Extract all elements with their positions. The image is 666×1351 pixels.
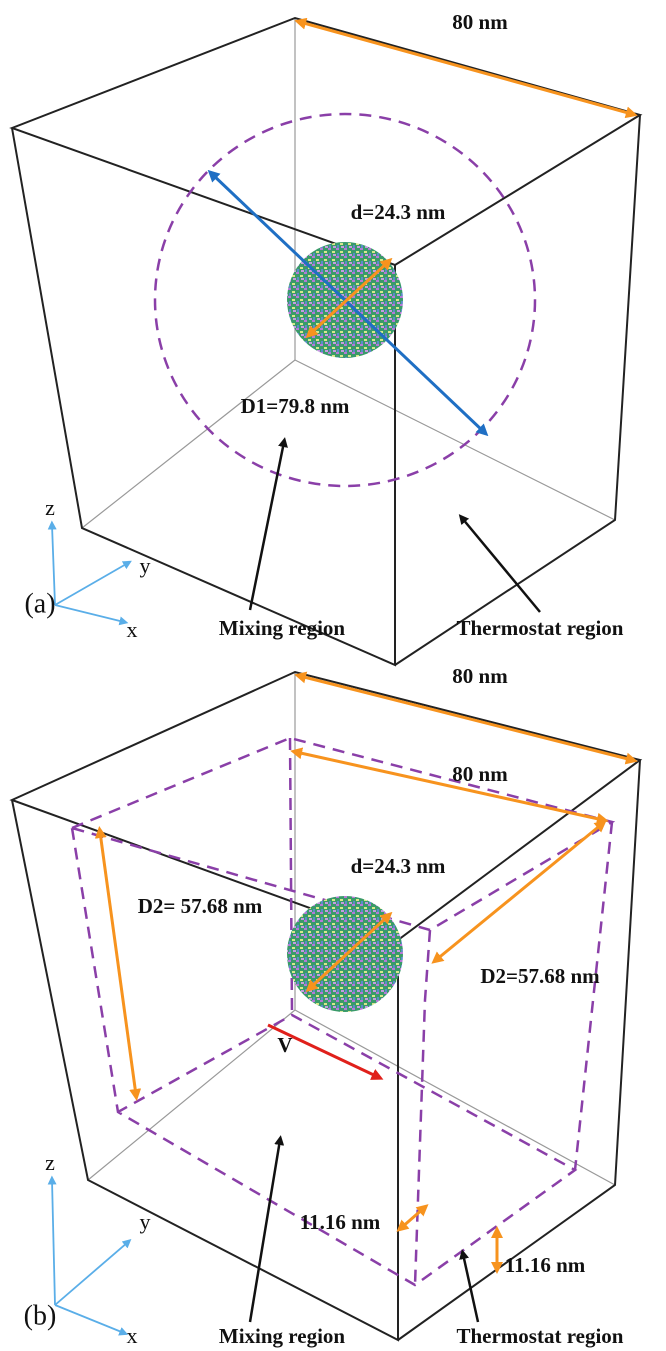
axis bbox=[52, 1180, 55, 1305]
width-arrow bbox=[401, 1208, 424, 1228]
inner-box-arrow bbox=[296, 752, 603, 820]
axis bbox=[55, 605, 124, 622]
label: Thermostat region bbox=[456, 616, 623, 640]
label: Mixing region bbox=[219, 616, 346, 640]
label: D1=79.8 nm bbox=[241, 394, 350, 418]
label: 11.16 nm bbox=[505, 1253, 586, 1277]
box-arrow bbox=[300, 676, 632, 760]
label: 80 nm bbox=[452, 762, 508, 786]
pointer bbox=[250, 1140, 280, 1322]
pointer bbox=[462, 518, 540, 612]
label: Mixing region bbox=[219, 1324, 346, 1348]
label: d=24.3 nm bbox=[351, 854, 446, 878]
axis-label: y bbox=[140, 553, 151, 578]
pointer bbox=[250, 442, 284, 610]
label: 80 nm bbox=[452, 664, 508, 688]
box-arrow bbox=[300, 22, 632, 114]
axis bbox=[55, 563, 128, 605]
label: 11.16 nm bbox=[300, 1210, 381, 1234]
axis-label: z bbox=[45, 495, 55, 520]
panel-a: 80 nm d=24.3 nm D1=79.8 nm Mixing region… bbox=[12, 10, 640, 665]
axis-label: z bbox=[45, 1150, 55, 1175]
label: 80 nm bbox=[452, 10, 508, 34]
axis-label: x bbox=[127, 1323, 138, 1348]
panel-b: 80 nm 80 nm d=24.3 nm D2= 57.68 nm D2=57… bbox=[12, 664, 640, 1348]
axis bbox=[55, 1242, 128, 1305]
panel-label: (b) bbox=[24, 1300, 57, 1331]
figure: 80 nm d=24.3 nm D1=79.8 nm Mixing region… bbox=[0, 0, 666, 1351]
panel-label: (a) bbox=[24, 588, 55, 619]
label: Thermostat region bbox=[456, 1324, 623, 1348]
axis-label: y bbox=[140, 1209, 151, 1234]
label: V bbox=[277, 1033, 292, 1057]
label: D2= 57.68 nm bbox=[138, 894, 263, 918]
label: D2=57.68 nm bbox=[480, 964, 600, 988]
axis-label: x bbox=[127, 617, 138, 642]
label: d=24.3 nm bbox=[351, 200, 446, 224]
pointer bbox=[463, 1254, 478, 1322]
axis bbox=[55, 1305, 124, 1333]
d2-arrow bbox=[100, 832, 136, 1095]
